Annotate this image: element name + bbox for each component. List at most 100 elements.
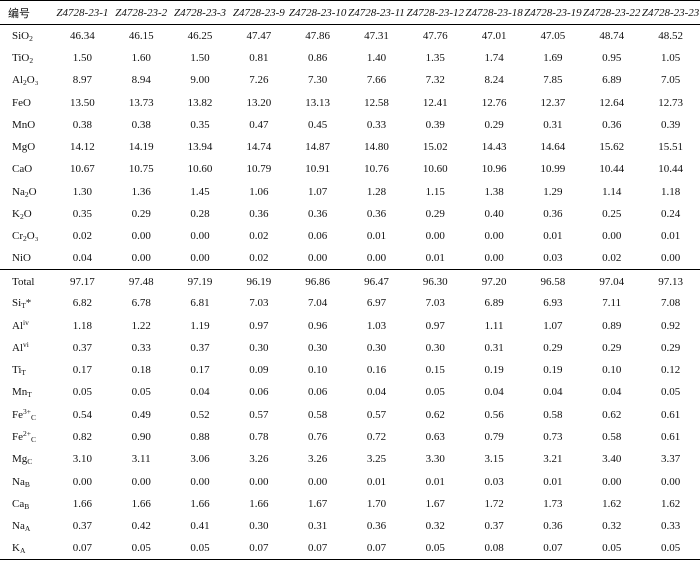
row-label-suffix: O	[28, 185, 37, 198]
column-header-sample: Z4728-23-1	[53, 0, 112, 25]
value-cell: 0.07	[53, 537, 112, 561]
value-cell: 7.08	[660, 297, 681, 310]
value-cell: 48.52	[658, 29, 683, 42]
row-label-cell: Fe3+C	[0, 404, 53, 426]
value-cell: 0.00	[484, 230, 504, 243]
value-cell: 0.28	[190, 208, 210, 221]
value-cell: 0.00	[72, 475, 93, 488]
row-label-text: Na	[12, 520, 25, 533]
row-label-suffix: *	[25, 297, 32, 310]
value-cell: 1.19	[190, 319, 210, 332]
value-cell: 0.40	[484, 208, 504, 221]
value-cell: 3.25	[366, 453, 387, 466]
value-cell: 0.81	[249, 51, 269, 64]
value-cell: 0.16	[366, 364, 387, 377]
value-cell: 1.11	[484, 319, 504, 332]
table-row: MgO 14.12 14.19 13.94 14.74 14.87 14.80 15.02 14…	[0, 136, 700, 158]
value-cell: 1.06	[249, 185, 269, 198]
value-cell: 1.30	[72, 185, 93, 198]
value-cell: 0.00	[111, 247, 171, 271]
value-cell: 1.40	[366, 51, 387, 64]
value-cell: 1.07	[308, 185, 328, 198]
cation-rows-group: Total 97.17 97.48 97.19 96.19 96.86 96.47 96.30…	[0, 270, 700, 561]
column-header-sample: Z4728-23-19	[523, 0, 583, 25]
table-row: SiT* 6.82 6.78 6.81 7.03 7.04 6.97 7.03 6.89 6.93…	[0, 292, 700, 314]
row-label-superscript: vi	[23, 339, 29, 349]
value-cell: 12.58	[364, 96, 389, 109]
value-cell: 12.76	[481, 96, 507, 109]
value-cell: 13.94	[187, 141, 213, 154]
column-header-sample: Z4728-23-9	[229, 0, 289, 25]
value-cell: 1.70	[366, 497, 387, 510]
row-label-text: MgO	[12, 141, 36, 154]
value-cell: 3.21	[543, 453, 563, 466]
row-label-text: CaO	[12, 163, 33, 176]
corner-header-cell: 编号	[0, 0, 53, 25]
row-label-cell: FeO	[0, 91, 53, 113]
row-label-cell: Aliv	[0, 314, 53, 336]
value-cell: 0.35	[72, 208, 93, 221]
row-label-text: Al	[12, 74, 23, 87]
value-cell: 0.37	[190, 341, 210, 354]
row-label-subscript: T	[21, 368, 26, 378]
value-cell: 0.01	[405, 247, 465, 271]
value-cell: 96.58	[540, 275, 566, 288]
value-cell: 10.60	[422, 163, 448, 176]
table-row: MnO 0.38 0.38 0.35 0.47 0.45 0.33 0.39 0.29 0.31 0…	[0, 114, 700, 136]
value-cell: 0.78	[249, 430, 269, 443]
value-cell: 0.05	[72, 386, 93, 399]
value-cell: 0.42	[131, 520, 151, 533]
value-cell: 0.08	[464, 537, 524, 561]
value-cell: 46.25	[187, 29, 213, 42]
row-label-cell: SiT*	[0, 292, 53, 314]
value-cell: 0.04	[190, 386, 210, 399]
row-label-text: Ca	[12, 497, 25, 510]
row-label-text: Mg	[12, 453, 28, 466]
row-label-text: MnO	[12, 118, 36, 131]
value-cell: 1.62	[660, 497, 681, 510]
row-label-subscript: C	[27, 457, 33, 467]
value-cell: 0.19	[543, 364, 563, 377]
row-label-cell: TiT	[0, 359, 53, 381]
value-cell: 10.96	[481, 163, 507, 176]
table-row: TiO2 1.50 1.60 1.50 0.81 0.86 1.40 1.35 1.74 1.69…	[0, 47, 700, 69]
row-label-cell: Al2O₃	[0, 69, 53, 91]
value-cell: 0.30	[425, 341, 445, 354]
value-cell: 0.58	[602, 430, 622, 443]
value-cell: 97.04	[599, 275, 625, 288]
value-cell: 0.61	[660, 430, 681, 443]
column-header-sample: Z4728-23-3	[170, 0, 230, 25]
value-cell: 0.88	[190, 430, 210, 443]
value-cell: 0.01	[660, 230, 681, 243]
value-cell: 10.44	[658, 163, 683, 176]
value-cell: 6.78	[131, 297, 151, 310]
value-cell: 1.29	[543, 185, 563, 198]
value-cell: 0.00	[131, 230, 151, 243]
value-cell: 0.37	[484, 520, 504, 533]
value-cell: 0.32	[602, 520, 622, 533]
table-row: Na2O 1.30 1.36 1.45 1.06 1.07 1.28 1.15 1.38 1.29…	[0, 181, 700, 203]
row-label-subscript: 2	[29, 55, 34, 65]
value-cell: 0.30	[249, 341, 269, 354]
value-cell: 0.29	[602, 341, 622, 354]
column-header-sample: Z4728-23-12	[405, 0, 465, 25]
value-cell: 7.04	[308, 297, 328, 310]
value-cell: 97.20	[481, 275, 507, 288]
column-header-sample: Z4728-23-23	[641, 0, 700, 25]
value-cell: 0.10	[308, 364, 328, 377]
value-cell: 0.02	[72, 230, 93, 243]
value-cell: 0.57	[366, 408, 387, 421]
value-cell: 3.26	[249, 453, 269, 466]
value-cell: 0.00	[249, 475, 269, 488]
table-header-row: 编号 Z4728-23-1 Z4728-23-2 Z4728-23-3 Z4728-2…	[0, 0, 700, 25]
value-cell: 0.24	[660, 208, 681, 221]
table-row: KA 0.07 0.05 0.05 0.07 0.07 0.07 0.05 0.08 0.07 0.…	[0, 537, 700, 561]
value-cell: 0.31	[543, 118, 563, 131]
value-cell: 0.57	[249, 408, 269, 421]
value-cell: 0.30	[249, 520, 269, 533]
row-label-subscript: 2	[19, 212, 24, 222]
row-label-text: Al	[12, 319, 23, 332]
value-cell: 12.73	[658, 96, 683, 109]
value-cell: 13.82	[187, 96, 213, 109]
